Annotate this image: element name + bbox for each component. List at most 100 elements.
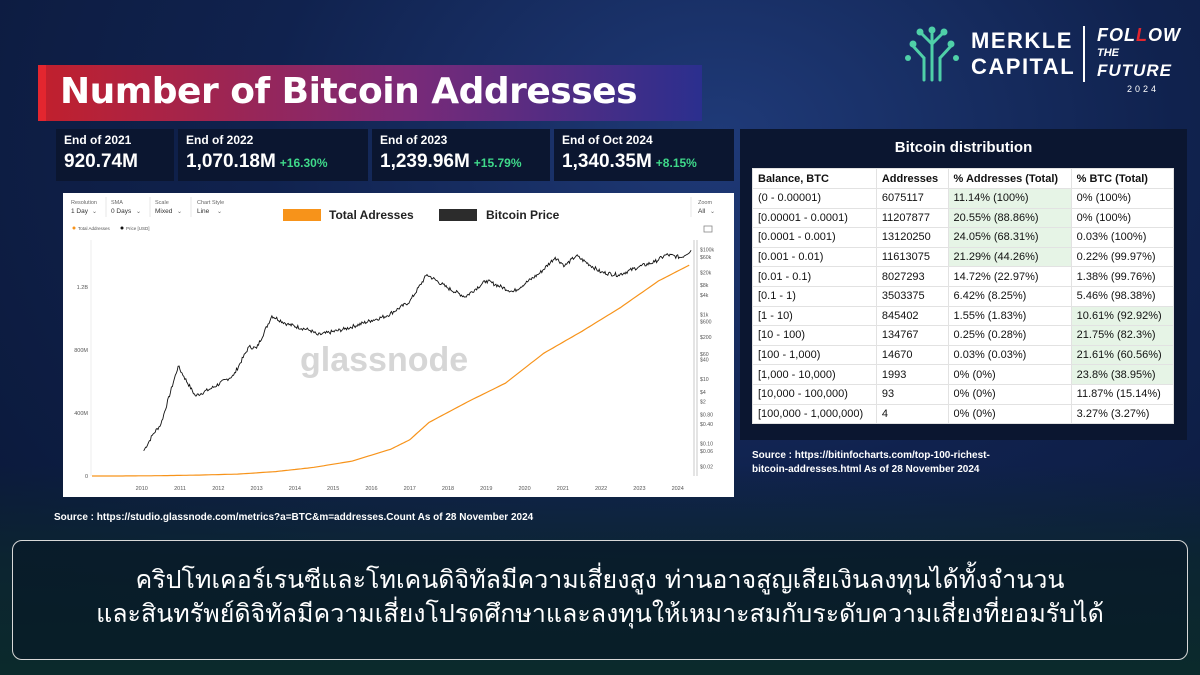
table-cell: 3.27% (3.27%) bbox=[1070, 403, 1175, 425]
y-right-tick-label: $2 bbox=[700, 400, 706, 406]
y-right-tick-label: $200 bbox=[700, 335, 712, 341]
distribution-title: Bitcoin distribution bbox=[894, 139, 1033, 156]
series-line-addresses bbox=[92, 264, 690, 477]
table-row: (0 - 0.00001) 6075117 11.14% (100%) 0% (100… bbox=[752, 188, 1175, 209]
chart-card: Resolution 1 Day ⌄ SMA 0 Days ⌄ Scale Mi… bbox=[63, 193, 734, 497]
table-cell: 4 bbox=[875, 403, 949, 425]
table-cell: [100,000 - 1,000,000) bbox=[752, 403, 877, 425]
table-row: [0.00001 - 0.0001) 11207877 20.55% (88.86%… bbox=[752, 207, 1175, 229]
chart-small-legend: Total Addresses Price [USD] bbox=[72, 226, 150, 231]
table-cell: [10,000 - 100,000) bbox=[752, 383, 877, 405]
table-cell: 0% (0%) bbox=[947, 403, 1072, 425]
table-cell: 134767 bbox=[875, 325, 949, 346]
chevron-down-icon: ⌄ bbox=[92, 209, 97, 215]
table-cell: 0% (0%) bbox=[947, 383, 1072, 405]
table-row: [100,000 - 1,000,000) 4 0% (0%) 3.27% (3.27… bbox=[752, 403, 1175, 425]
y-left-tick-label: 400M bbox=[74, 411, 88, 417]
y-right-tick-label: $600 bbox=[700, 320, 712, 326]
title-bar: Number of Bitcoin Addresses bbox=[38, 65, 702, 121]
legend-label-price: Bitcoin Price bbox=[486, 208, 560, 222]
table-cell: 11.87% (15.14%) bbox=[1070, 383, 1175, 405]
chevron-down-icon: ⌄ bbox=[217, 209, 222, 215]
chart-controls: Resolution 1 Day ⌄ SMA 0 Days ⌄ Scale Mi… bbox=[71, 197, 715, 233]
table-cell: [0.1 - 1) bbox=[752, 285, 877, 307]
scale-select[interactable]: Scale Mixed ⌄ bbox=[155, 200, 182, 215]
glassnode-watermark: glassnode bbox=[300, 341, 468, 379]
sma-select[interactable]: SMA 0 Days ⌄ bbox=[111, 200, 141, 215]
y-right-tick-label: $4 bbox=[700, 390, 706, 396]
x-tick-label: 2017 bbox=[404, 486, 416, 492]
campaign-logo: FOLLOW THE FUTURE 2024 bbox=[1097, 25, 1181, 94]
y-left-tick-label: 800M bbox=[74, 348, 88, 354]
source-glassnode: Source : https://studio.glassnode.com/me… bbox=[54, 512, 534, 523]
y-right-tick-label: $60 bbox=[700, 352, 709, 358]
x-tick-label: 2020 bbox=[518, 486, 530, 492]
svg-text:Price [USD]: Price [USD] bbox=[126, 226, 150, 231]
table-cell: [0.01 - 0.1) bbox=[752, 266, 877, 287]
table-row: [1,000 - 10,000) 1993 0% (0%) 23.8% (38.95%… bbox=[752, 364, 1175, 385]
table-cell: 11.14% (100%) bbox=[947, 188, 1072, 209]
x-tick-label: 2023 bbox=[633, 486, 645, 492]
table-cell: 21.29% (44.26%) bbox=[947, 246, 1072, 268]
x-tick-label: 2012 bbox=[212, 486, 224, 492]
table-cell: 0% (0%) bbox=[947, 364, 1072, 385]
distribution-table: Balance, BTC Addresses % Addresses (Tota… bbox=[752, 168, 1175, 425]
x-tick-label: 2010 bbox=[136, 486, 148, 492]
disclaimer-line-1: คริปโทเคอร์เรนซีและโทเคนดิจิทัลมีความเสี… bbox=[135, 565, 1065, 594]
table-cell: 11207877 bbox=[875, 207, 949, 229]
zoom-select[interactable]: Zoom All ⌄ bbox=[698, 200, 715, 215]
table-cell: 8027293 bbox=[875, 266, 949, 287]
resolution-select[interactable]: Resolution 1 Day ⌄ bbox=[71, 200, 97, 215]
table-cell: 14670 bbox=[875, 344, 949, 366]
svg-text:0 Days: 0 Days bbox=[111, 208, 132, 215]
table-header-row: Balance, BTC Addresses % Addresses (Tota… bbox=[752, 168, 1175, 189]
table-row: [10,000 - 100,000) 93 0% (0%) 11.87% (15.14… bbox=[752, 383, 1175, 405]
table-row: [10 - 100) 134767 0.25% (0.28%) 21.75% (82.… bbox=[752, 325, 1175, 346]
table-cell: 1.38% (99.76%) bbox=[1070, 266, 1175, 287]
legend-swatch-price bbox=[439, 209, 477, 221]
stat-2021: End of 2021 920.74M bbox=[56, 129, 174, 181]
table-cell: [0.0001 - 0.001) bbox=[752, 227, 877, 248]
y-right-tick-label: $1k bbox=[700, 312, 709, 318]
table-cell: 6075117 bbox=[875, 188, 949, 209]
table-row: [1 - 10) 845402 1.55% (1.83%) 10.61% (92.92… bbox=[752, 305, 1175, 327]
column-header: % BTC (Total) bbox=[1070, 168, 1175, 189]
table-cell: [100 - 1,000) bbox=[752, 344, 877, 366]
table-cell: (0 - 0.00001) bbox=[752, 188, 877, 209]
table-cell: 845402 bbox=[875, 305, 949, 327]
y-right-tick-label: $40 bbox=[700, 358, 709, 364]
table-row: [0.0001 - 0.001) 13120250 24.05% (68.31%) 0… bbox=[752, 227, 1175, 248]
x-tick-label: 2022 bbox=[595, 486, 607, 492]
y-right-tick-label: $20k bbox=[700, 270, 712, 276]
table-cell: 21.75% (82.3%) bbox=[1070, 325, 1175, 346]
y-right-tick-label: $0.80 bbox=[700, 412, 713, 418]
stat-oct-2024: End of Oct 2024 1,340.35M +8.15% bbox=[554, 129, 734, 181]
x-tick-label: 2019 bbox=[480, 486, 492, 492]
chevron-down-icon: ⌄ bbox=[177, 209, 182, 215]
svg-text:Line: Line bbox=[197, 208, 210, 215]
table-cell: 23.8% (38.95%) bbox=[1070, 364, 1175, 385]
table-row: [0.1 - 1) 3503375 6.42% (8.25%) 5.46% (98.3… bbox=[752, 285, 1175, 307]
table-cell: 1.55% (1.83%) bbox=[947, 305, 1072, 327]
chevron-down-icon: ⌄ bbox=[136, 209, 141, 215]
y-right-tick-label: $4k bbox=[700, 293, 709, 299]
table-cell: [1 - 10) bbox=[752, 305, 877, 327]
y-right-tick-label: $0.40 bbox=[700, 422, 713, 428]
column-header: % Addresses (Total) bbox=[947, 168, 1072, 189]
x-tick-label: 2014 bbox=[289, 486, 301, 492]
camera-icon[interactable] bbox=[703, 225, 713, 233]
series-line-price bbox=[143, 250, 692, 452]
y-right-tick-label: $0.02 bbox=[700, 464, 713, 470]
stat-2023: End of 2023 1,239.96M +15.79% bbox=[372, 129, 550, 181]
chart-style-select[interactable]: Chart Style Line ⌄ bbox=[197, 200, 224, 215]
y-right-tick-label: $60k bbox=[700, 255, 712, 261]
page-title: Number of Bitcoin Addresses bbox=[60, 71, 638, 112]
column-header: Addresses bbox=[875, 168, 949, 189]
brand-name: MERKLE CAPITAL bbox=[971, 28, 1076, 79]
x-tick-label: 2011 bbox=[174, 486, 186, 492]
stat-2022: End of 2022 1,070.18M +16.30% bbox=[178, 129, 368, 181]
table-cell: 0% (100%) bbox=[1070, 188, 1175, 209]
table-cell: 21.61% (60.56%) bbox=[1070, 344, 1175, 366]
svg-text:Zoom: Zoom bbox=[698, 200, 712, 206]
svg-text:All: All bbox=[698, 208, 706, 215]
